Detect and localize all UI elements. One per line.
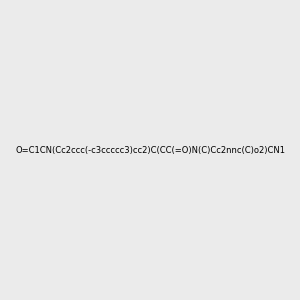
Text: O=C1CN(Cc2ccc(-c3ccccc3)cc2)C(CC(=O)N(C)Cc2nnc(C)o2)CN1: O=C1CN(Cc2ccc(-c3ccccc3)cc2)C(CC(=O)N(C)… (15, 146, 285, 154)
